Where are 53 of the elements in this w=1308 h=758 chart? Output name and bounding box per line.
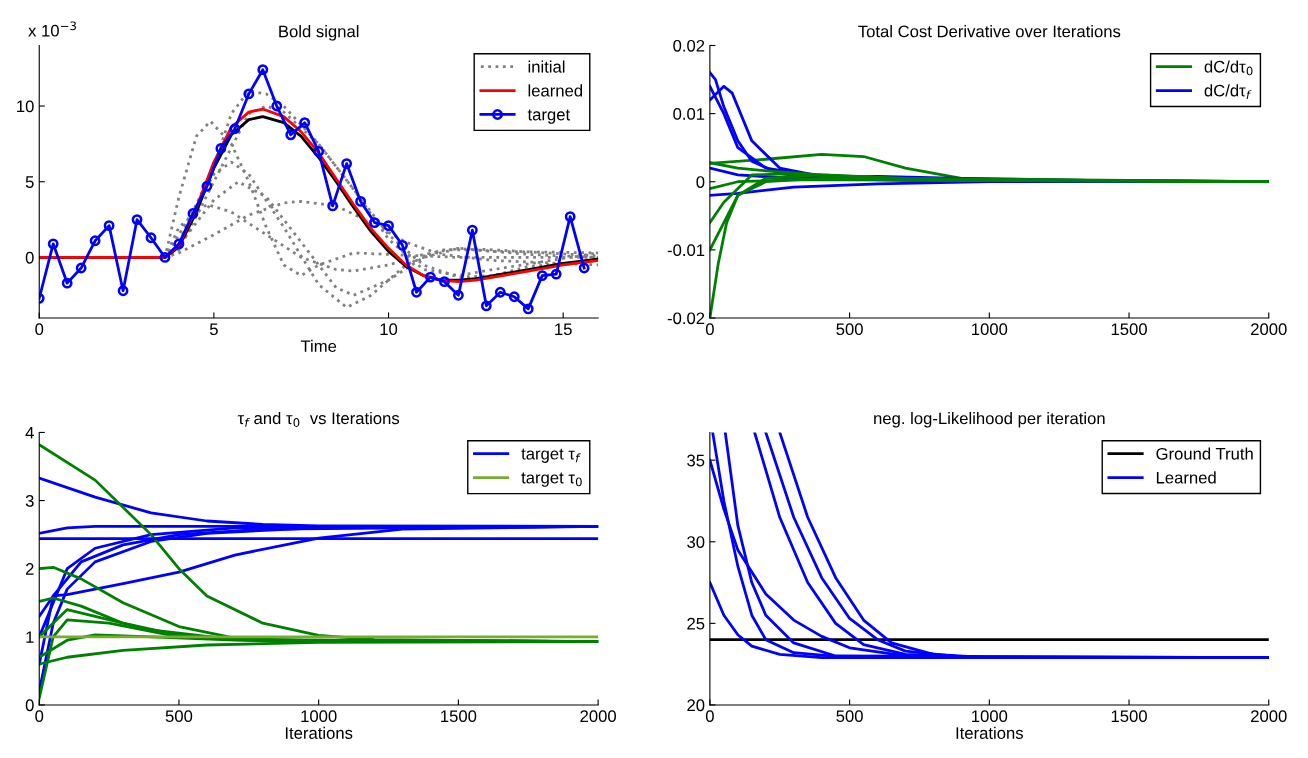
x-tick-label: 15 [555,323,572,336]
y-tick-label: -0.02 [667,312,705,325]
x-tick-label: 1000 [301,710,337,723]
y-tick-label: 1 [26,631,34,643]
x-tick-label: 1500 [1111,710,1147,723]
x-tick-label: 0 [35,323,44,336]
x-tick-label: 0 [705,710,714,723]
y-tick-label: 5 [25,176,34,188]
y-tick-label: 25 [687,617,705,630]
y-tick-label: 10 [17,100,34,113]
y-tick-label: -0.01 [667,244,705,257]
x-tick-label: 2000 [1251,323,1287,336]
legend-label: Learned [1156,471,1216,484]
y-tick-label: 0 [696,176,705,188]
x-tick-label: 1500 [1111,323,1147,336]
x-tick-label: 1500 [441,710,477,723]
legend-label: initial [528,60,565,73]
legend-label: Ground Truth [1156,447,1253,460]
x-axis-title: Iterations [285,726,353,739]
chart-title: neg. log-Likelihood per iteration [874,412,1105,428]
x-tick-label: 2000 [580,710,616,723]
legend-label: target τ$_{f}$ [521,448,581,463]
x-axis-title: Iterations [956,726,1023,739]
legend-label: dC/dτ$_{0}$ [1204,60,1253,76]
y-tick-label: 2 [25,563,34,575]
y-tick-label: 0.01 [673,108,705,120]
chart-title: Bold signal [279,25,359,41]
x-tick-label: 500 [836,323,863,336]
y-tick-label: 0 [25,699,34,712]
x-tick-label: 1000 [972,323,1008,336]
legend-label: dC/dτ$_{f}$ [1204,84,1252,100]
y-tick-label: 4 [25,427,34,439]
text: x 10$^{−3}$ [28,21,76,37]
x-tick-label: 5 [209,323,218,336]
legend-label: target [527,109,571,124]
legend-label: target τ$_{0}$ [521,472,582,487]
y-tick-label: 35 [687,454,705,467]
y-tick-label: 0.02 [673,39,705,52]
y-tick-label: 0 [25,251,34,264]
x-tick-label: 500 [836,710,863,723]
x-tick-label: 0 [35,710,44,723]
y-tick-label: 20 [687,699,705,712]
y-tick-label: 3 [25,494,34,507]
x-axis-title: Time [300,339,337,353]
y-tick-label: 30 [687,536,705,548]
chart-title: τ$_{f}$ and τ$_{0}$ vs Iterations [237,411,400,427]
x-tick-label: 10 [380,323,398,336]
chart-title: Total Cost Derivative over Iterations [858,25,1121,38]
legend-label: learned [528,84,583,97]
x-tick-label: 500 [165,710,193,723]
x-tick-label: 0 [705,323,714,336]
x-tick-label: 2000 [1251,710,1287,723]
x-tick-label: 1000 [972,710,1008,723]
